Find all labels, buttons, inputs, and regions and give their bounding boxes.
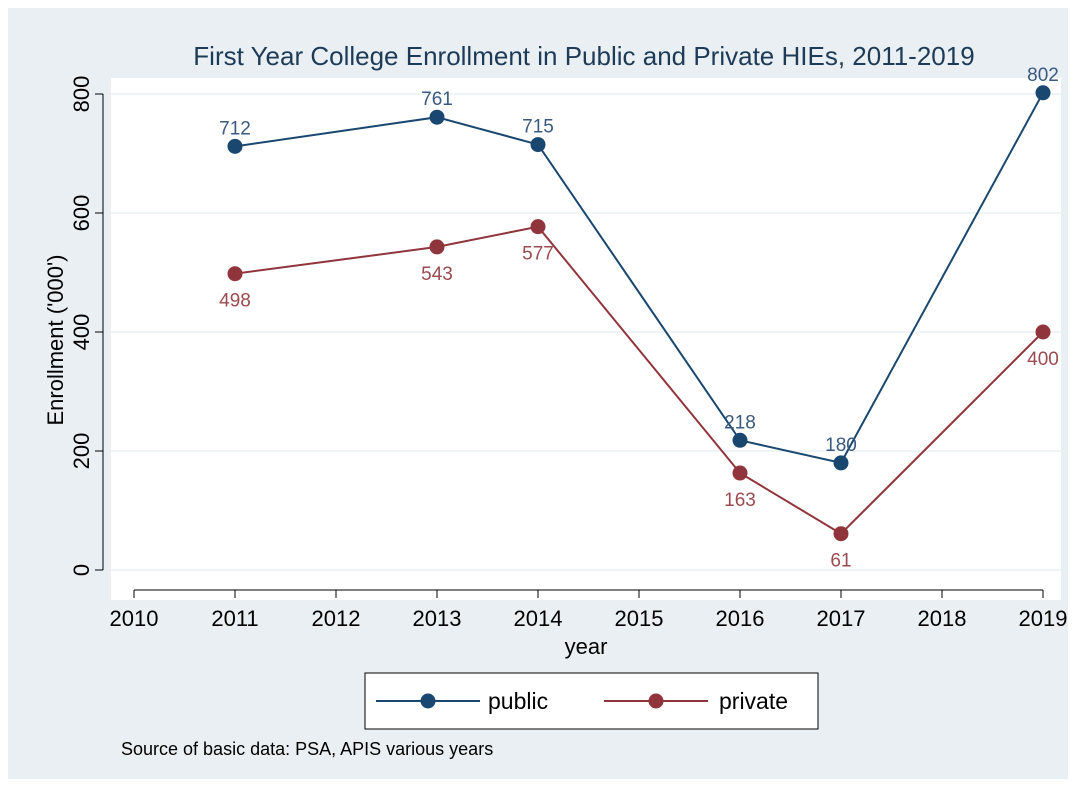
data-label-private: 61 [830, 551, 851, 572]
data-point-private [833, 526, 849, 542]
data-point-private [732, 465, 748, 481]
x-tick-label: 2010 [110, 606, 159, 631]
data-point-private [227, 266, 243, 282]
series-public: 712 761 715 218 180 802 [219, 65, 1059, 471]
data-point-private [530, 219, 546, 235]
x-tick-label: 2019 [1019, 606, 1068, 631]
x-tick-label: 2014 [514, 606, 563, 631]
x-tick-label: 2013 [413, 606, 462, 631]
data-point-private [429, 239, 445, 255]
y-tick-label: 200 [69, 433, 94, 470]
legend: public private [376, 688, 788, 714]
x-tick-label: 2018 [918, 606, 967, 631]
chart-title: First Year College Enrollment in Public … [193, 41, 974, 71]
data-point-public [732, 432, 748, 448]
data-label-private: 163 [724, 490, 756, 511]
data-label-public: 218 [724, 412, 756, 433]
legend-item-private: private [604, 688, 788, 714]
data-point-public [227, 138, 243, 154]
y-tick-label: 600 [69, 195, 94, 232]
x-tick-label: 2011 [211, 606, 258, 631]
legend-marker-private [648, 693, 664, 709]
chart-svg: 0 200 400 600 800 2010 2011 2012 2013 2014 2015 201… [43, 41, 1067, 759]
data-label-private: 543 [421, 264, 453, 285]
data-label-private: 498 [219, 291, 251, 312]
data-label-public: 715 [522, 117, 554, 138]
data-label-private: 400 [1027, 349, 1059, 370]
data-point-public [833, 455, 849, 471]
x-tick-label: 2015 [615, 606, 664, 631]
legend-item-public: public [376, 688, 548, 714]
grid-lines [111, 93, 1061, 571]
y-axis-title: Enrollment ('000') [43, 254, 68, 425]
x-tick-label: 2016 [716, 606, 765, 631]
chart-frame: 0 200 400 600 800 2010 2011 2012 2013 2014 2015 201… [8, 8, 1068, 779]
data-label-public: 802 [1027, 65, 1059, 86]
data-point-public [1035, 85, 1051, 101]
series-layer: 712 761 715 218 180 802 498 543 577 163 61 400 [219, 65, 1059, 572]
data-point-private [1035, 324, 1051, 340]
data-label-private: 577 [522, 244, 554, 265]
series-private: 498 543 577 163 61 400 [219, 219, 1059, 572]
axes: 0 200 400 600 800 2010 2011 2012 2013 2014 2015 201… [69, 76, 1067, 631]
data-label-public: 761 [421, 89, 453, 110]
y-tick-label: 400 [69, 314, 94, 351]
y-tick-label: 0 [69, 564, 94, 576]
data-label-public: 180 [825, 435, 857, 456]
legend-label-private: private [719, 688, 788, 714]
x-axis-title: year [565, 634, 608, 659]
legend-marker-public [420, 693, 436, 709]
y-tick-label: 800 [69, 76, 94, 113]
data-point-public [530, 137, 546, 153]
data-label-public: 712 [219, 118, 251, 139]
source-note: Source of basic data: PSA, APIS various … [121, 739, 493, 759]
series-line-private [234, 225, 1044, 535]
x-tick-label: 2017 [817, 606, 866, 631]
legend-label-public: public [488, 688, 548, 714]
data-point-public [429, 109, 445, 125]
series-line-public [234, 92, 1044, 465]
plot-area [111, 78, 1061, 600]
x-tick-label: 2012 [312, 606, 361, 631]
